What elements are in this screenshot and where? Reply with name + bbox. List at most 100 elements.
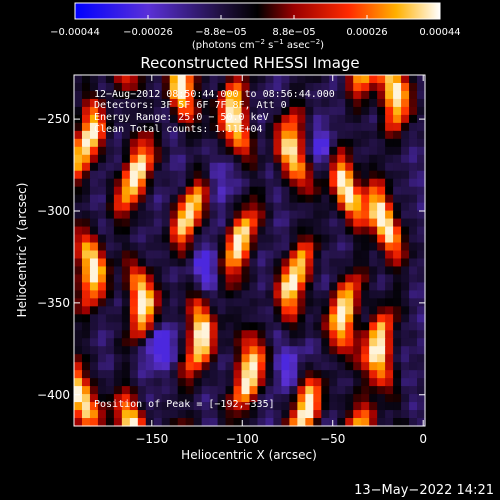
heatmap-cell [81,75,91,84]
heatmap-cell [377,250,386,260]
heatmap-cell [233,386,243,395]
heatmap-cell [361,138,370,148]
heatmap-cell [257,274,267,284]
heatmap-cell [281,250,290,260]
heatmap-cell [257,170,267,180]
heatmap-cell [161,250,171,260]
heatmap-cell [169,122,179,132]
heatmap-cell [353,354,362,363]
heatmap-cell [74,130,83,140]
heatmap-cell [169,338,179,347]
heatmap-cell [329,170,338,180]
heatmap-cell [369,314,378,323]
heatmap-cell [97,402,107,411]
heatmap-cell [401,242,410,252]
heatmap-cell [249,210,259,220]
heatmap-cell [185,154,195,164]
heatmap-cell [289,226,298,236]
heatmap-cell [217,258,227,268]
heatmap-cell [385,130,394,140]
heatmap-cell [417,226,426,236]
heatmap-cell [249,410,259,419]
heatmap-cell [97,274,107,284]
heatmap-cell [129,418,139,427]
heatmap-cell [74,386,83,395]
heatmap-cell [409,90,418,100]
heatmap-cell [257,330,267,339]
heatmap-cell [81,90,91,100]
heatmap-cell [185,386,195,395]
heatmap-cell [297,162,306,172]
heatmap-cell [81,114,91,124]
heatmap-cell [321,402,330,411]
heatmap-cell [321,154,330,164]
heatmap-cell [185,346,195,355]
heatmap-cell [169,418,179,427]
heatmap-cell [249,378,259,387]
heatmap-cell [74,394,83,403]
heatmap-cell [169,194,179,204]
heatmap-cell [265,210,275,220]
heatmap-cell [393,218,402,228]
heatmap-cell [74,338,83,347]
heatmap-cell [169,394,179,403]
heatmap-cell [369,258,378,268]
heatmap-cell [337,330,346,339]
heatmap-cell [113,122,123,132]
heatmap-cell [305,234,314,244]
heatmap-cell [281,346,290,355]
heatmap-cell [353,282,362,291]
heatmap-cell [233,186,243,196]
heatmap-cell [233,75,243,84]
heatmap-cell [145,98,155,108]
heatmap-cell [289,410,298,419]
heatmap-cell [401,82,410,92]
heatmap-cell [249,162,259,172]
heatmap-cell [409,162,418,172]
heatmap-cell [329,98,338,108]
heatmap-cell [393,306,402,315]
heatmap-cell [369,98,378,108]
heatmap-cell [201,322,211,331]
heatmap-cell [74,322,83,331]
heatmap-cell [113,82,123,92]
heatmap-cell [137,82,147,92]
heatmap-cell [241,226,251,236]
heatmap-cell [185,362,195,371]
heatmap-cell [97,418,107,427]
heatmap-cell [177,154,187,164]
heatmap-cell [409,314,418,323]
heatmap-cell [89,282,99,291]
heatmap-cell [89,194,99,204]
heatmap-cell [113,314,123,323]
heatmap-cell [321,258,330,268]
heatmap-cell [201,82,211,92]
heatmap-cell [281,306,290,315]
heatmap-cell [361,202,370,212]
heatmap-cell [153,410,163,419]
heatmap-cell [97,370,107,379]
heatmap-cell [265,378,275,387]
heatmap-cell [137,338,147,347]
heatmap-cell [361,82,370,92]
heatmap-cell [145,234,155,244]
heatmap-cell [305,106,314,116]
heatmap-cell [417,386,426,395]
heatmap-cell [417,154,426,164]
heatmap-cell [169,362,179,371]
heatmap-cell [289,242,298,252]
heatmap-cell [273,138,283,148]
heatmap-cell [409,266,418,276]
heatmap-cell [321,394,330,403]
heatmap-cell [273,410,283,419]
heatmap-cell [337,82,346,92]
heatmap-cell [265,146,275,156]
heatmap-cell [113,106,123,116]
heatmap-cell [393,418,402,427]
heatmap-cell [153,330,163,339]
heatmap-cell [193,242,203,252]
heatmap-cell [361,114,370,124]
x-axis-ticks: −150 −100 −50 0 [135,75,427,446]
heatmap-cell [193,306,203,315]
heatmap-cell [169,242,179,252]
